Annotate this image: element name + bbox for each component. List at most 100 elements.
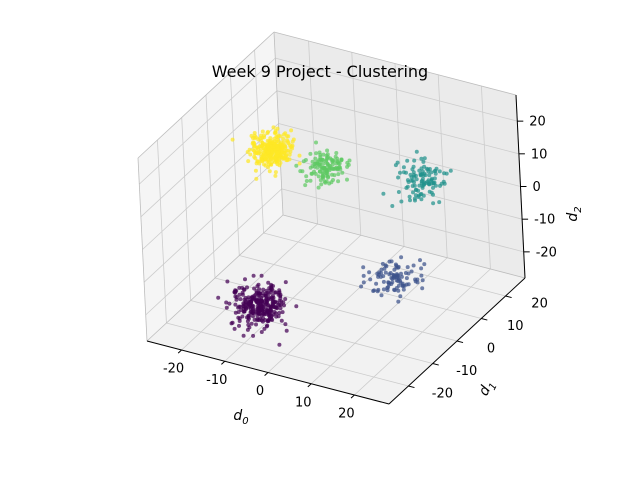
data-point <box>267 169 272 174</box>
data-point <box>413 193 418 198</box>
data-point <box>289 144 294 149</box>
x-tick-mark <box>307 383 312 388</box>
data-point <box>396 190 401 194</box>
data-point <box>256 308 261 313</box>
data-point <box>390 204 395 208</box>
data-point <box>236 315 241 320</box>
y-tick-label: -20 <box>432 387 453 402</box>
data-point <box>419 197 424 202</box>
data-point <box>388 271 393 275</box>
data-point <box>415 280 420 285</box>
x-tick-mark <box>221 360 226 365</box>
data-point <box>304 174 309 179</box>
x-tick-label: 0 <box>256 384 264 399</box>
data-point <box>325 152 330 157</box>
data-point <box>405 265 410 270</box>
data-point <box>420 278 425 283</box>
data-point <box>412 183 417 188</box>
data-point <box>321 161 326 166</box>
data-point <box>229 321 234 326</box>
y-tick-label: 10 <box>507 319 524 334</box>
data-point <box>310 159 315 164</box>
y-tick-mark <box>456 340 464 344</box>
data-point <box>326 175 330 180</box>
cluster-3 <box>294 140 352 190</box>
data-point <box>419 266 424 271</box>
data-point <box>329 157 334 162</box>
data-point <box>387 259 392 264</box>
data-point <box>265 138 270 143</box>
data-point <box>392 287 397 292</box>
scatter-points <box>216 125 453 347</box>
data-point <box>381 191 386 196</box>
data-point <box>261 287 266 292</box>
data-point <box>429 178 434 182</box>
data-point <box>419 156 424 161</box>
data-point <box>268 288 273 293</box>
data-point <box>437 200 442 205</box>
data-point <box>411 190 415 195</box>
data-point <box>282 150 287 155</box>
data-point <box>294 163 299 168</box>
data-point <box>271 284 275 288</box>
x-tick-label: -10 <box>206 373 227 388</box>
data-point <box>319 182 324 187</box>
data-point <box>266 150 271 155</box>
data-point <box>279 318 284 323</box>
data-point <box>280 310 285 315</box>
data-point <box>398 278 403 283</box>
data-point <box>421 193 426 198</box>
data-point <box>303 158 308 162</box>
data-point <box>399 271 403 276</box>
data-point <box>216 295 221 300</box>
data-point <box>260 293 265 298</box>
data-point <box>412 158 417 163</box>
data-point <box>253 156 258 161</box>
grid-line-z-left <box>139 57 276 185</box>
data-point <box>297 153 302 158</box>
y-axis-label: d1 <box>476 378 500 400</box>
data-point <box>411 164 416 169</box>
data-point <box>315 161 320 166</box>
cluster-1 <box>359 255 427 304</box>
data-point <box>255 284 260 289</box>
data-point <box>412 196 417 201</box>
data-point <box>264 324 269 329</box>
data-point <box>263 311 268 316</box>
data-point <box>327 168 332 173</box>
data-point <box>277 342 282 347</box>
data-point <box>253 150 258 155</box>
data-point <box>333 154 338 159</box>
data-point <box>398 294 403 299</box>
data-point <box>414 187 419 192</box>
data-point <box>249 296 254 300</box>
data-point <box>271 302 275 307</box>
x-axis-label: d0 <box>233 408 248 427</box>
y-tick-mark <box>408 385 415 389</box>
data-point <box>411 263 416 268</box>
data-point <box>233 310 238 315</box>
data-point <box>284 328 289 333</box>
data-point <box>277 298 282 303</box>
data-point <box>252 131 257 135</box>
data-point <box>261 316 265 321</box>
grid-line-z-left <box>145 188 282 316</box>
data-point <box>419 273 424 278</box>
data-point <box>287 152 292 157</box>
data-point <box>255 318 260 323</box>
cluster-4 <box>230 125 302 181</box>
data-point <box>237 323 241 328</box>
data-point <box>287 157 292 162</box>
data-point <box>257 296 262 301</box>
data-point <box>274 134 279 139</box>
data-point <box>278 306 283 311</box>
data-point <box>263 293 268 298</box>
data-point <box>408 198 412 203</box>
data-point <box>268 310 272 315</box>
data-point <box>233 294 238 299</box>
data-point <box>419 166 424 171</box>
pane-edge <box>137 157 148 342</box>
data-point <box>316 174 321 179</box>
data-point <box>361 280 366 285</box>
